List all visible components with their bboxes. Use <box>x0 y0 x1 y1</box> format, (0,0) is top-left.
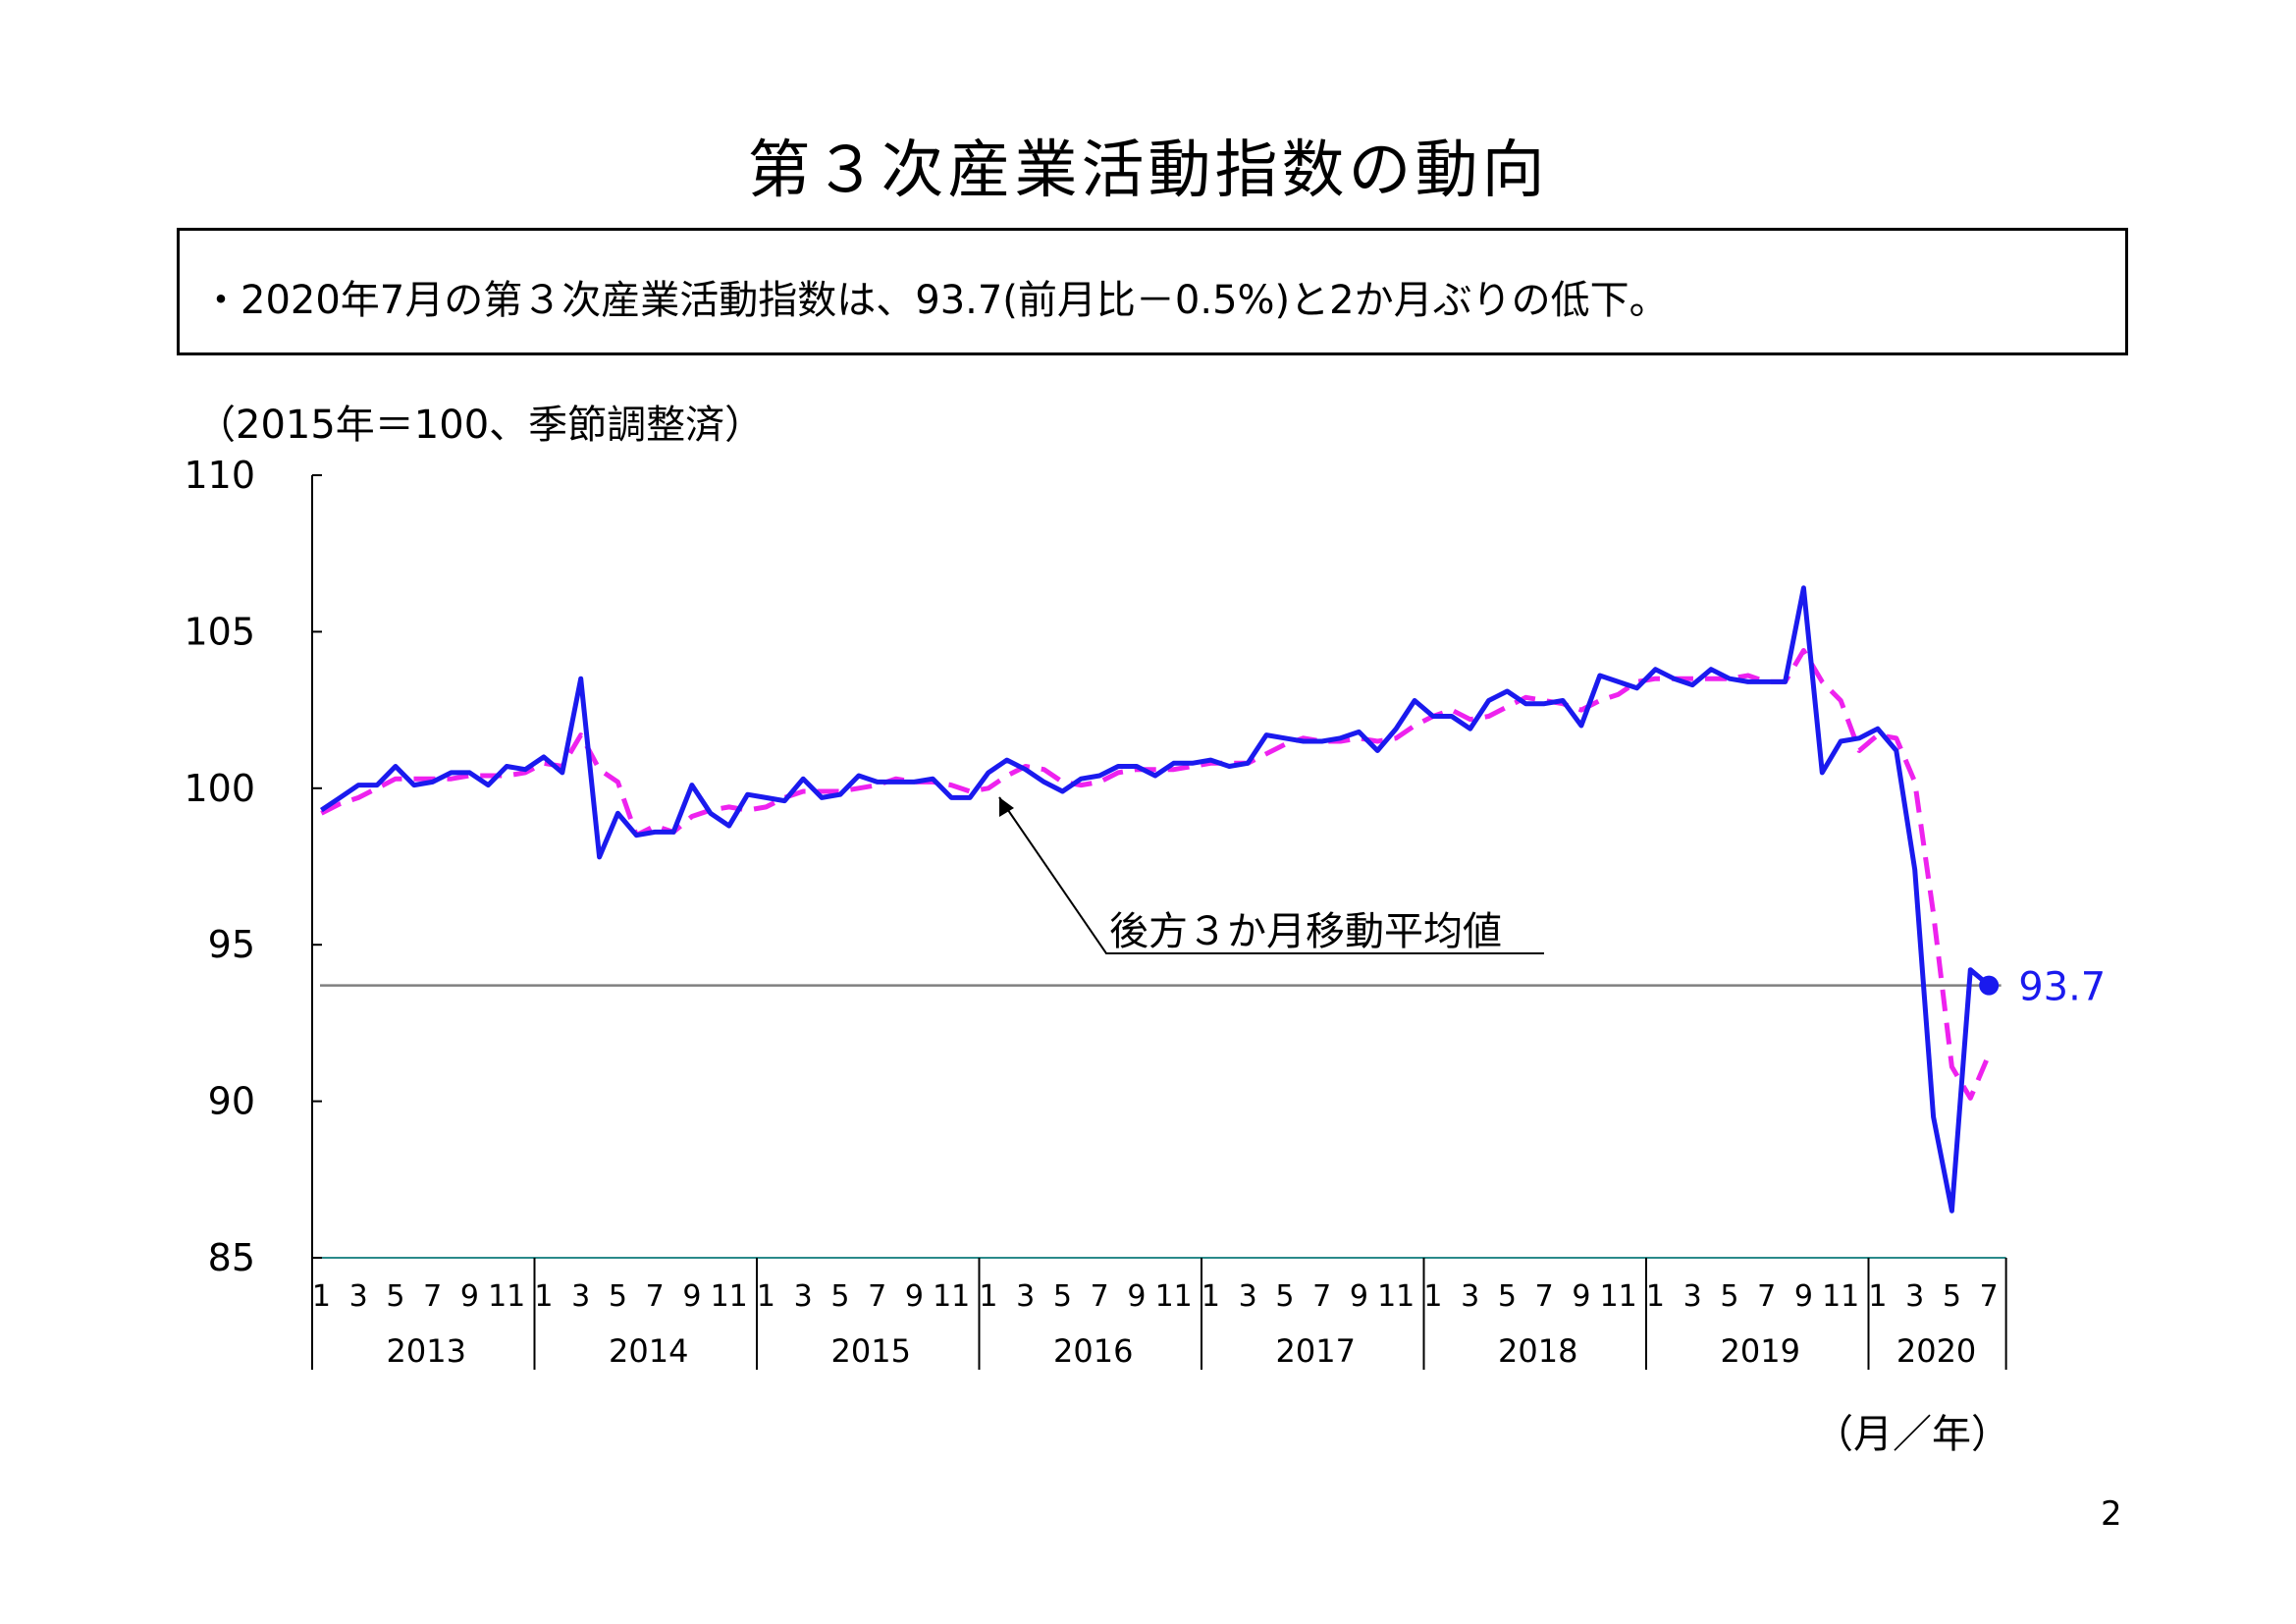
month-tick-label: 1 <box>1423 1279 1442 1314</box>
month-tick-label: 5 <box>1053 1279 1072 1314</box>
month-tick-label: 11 <box>488 1279 525 1314</box>
month-tick-label: 9 <box>905 1279 924 1314</box>
month-tick-label: 9 <box>1572 1279 1590 1314</box>
month-tick-label: 11 <box>1600 1279 1637 1314</box>
month-tick-label: 11 <box>1377 1279 1415 1314</box>
month-tick-label: 1 <box>1868 1279 1887 1314</box>
month-tick-label: 5 <box>1720 1279 1738 1314</box>
month-tick-label: 9 <box>1794 1279 1813 1314</box>
moving-average-line <box>320 648 1992 1101</box>
month-tick-label: 1 <box>1201 1279 1220 1314</box>
summary-box: ・2020年7月の第３次産業活動指数は、93.7(前月比－0.5%)と2か月ぶり… <box>177 228 2128 355</box>
year-label: 2019 <box>1721 1332 1800 1370</box>
y-tick-label: 95 <box>208 923 255 966</box>
index-line <box>320 585 1991 1214</box>
month-tick-label: 7 <box>1980 1279 1999 1314</box>
month-tick-label: 3 <box>1239 1279 1257 1314</box>
month-tick-label: 5 <box>1498 1279 1517 1314</box>
annotation-leader-line <box>998 796 1544 954</box>
y-tick-label: 85 <box>208 1236 255 1279</box>
month-tick-label: 11 <box>1155 1279 1193 1314</box>
month-tick-label: 1 <box>757 1279 775 1314</box>
annotation-label: 後方３か月移動平均値 <box>1109 909 1502 954</box>
month-tick-label: 3 <box>1016 1279 1035 1314</box>
month-tick-label: 3 <box>1905 1279 1924 1314</box>
month-tick-label: 9 <box>682 1279 701 1314</box>
month-tick-label: 1 <box>534 1279 553 1314</box>
month-tick-label: 5 <box>830 1279 849 1314</box>
year-label: 2017 <box>1276 1332 1356 1370</box>
y-axis-ticks: 85 90 95 100 105 110 <box>184 454 322 1279</box>
year-label: 2015 <box>831 1332 911 1370</box>
month-tick-label: 1 <box>979 1279 997 1314</box>
month-tick-label: 7 <box>1091 1279 1109 1314</box>
month-tick-label: 9 <box>1350 1279 1368 1314</box>
series-group <box>320 585 1992 1214</box>
month-tick-label: 3 <box>794 1279 813 1314</box>
y-tick-label: 105 <box>184 610 255 653</box>
year-label: 2020 <box>1896 1332 1976 1370</box>
y-tick-label: 110 <box>184 454 255 497</box>
last-value-label: 93.7 <box>2018 965 2106 1010</box>
page-number: 2 <box>2101 1494 2122 1534</box>
year-label: 2013 <box>387 1332 466 1370</box>
y-tick-label: 100 <box>184 767 255 810</box>
month-tick-label: 1 <box>1646 1279 1665 1314</box>
annotation-group: 93.7 後方３か月移動平均値 <box>998 796 2106 1010</box>
month-tick-label: 3 <box>1683 1279 1702 1314</box>
year-label: 2016 <box>1053 1332 1133 1370</box>
summary-text: ・2020年7月の第３次産業活動指数は、93.7(前月比－0.5%)と2か月ぶり… <box>201 278 1669 323</box>
month-tick-label: 11 <box>933 1279 970 1314</box>
last-point-marker <box>1979 975 2000 996</box>
y-tick-label: 90 <box>208 1080 255 1123</box>
month-tick-label: 7 <box>868 1279 886 1314</box>
month-tick-label: 5 <box>609 1279 627 1314</box>
month-tick-label: 11 <box>1822 1279 1859 1314</box>
chart-axes <box>311 475 2006 1370</box>
year-label: 2018 <box>1498 1332 1577 1370</box>
month-tick-label: 7 <box>1312 1279 1331 1314</box>
month-tick-label: 7 <box>646 1279 665 1314</box>
page-title: 第３次産業活動指数の動向 <box>747 135 1549 207</box>
month-tick-label: 7 <box>1757 1279 1776 1314</box>
month-tick-label: 5 <box>386 1279 404 1314</box>
month-tick-label: 3 <box>571 1279 590 1314</box>
month-tick-label: 7 <box>1535 1279 1554 1314</box>
month-tick-label: 7 <box>423 1279 442 1314</box>
month-tick-label: 3 <box>349 1279 368 1314</box>
x-axis-unit-label: （月／年） <box>1814 1412 2010 1457</box>
month-tick-label: 5 <box>1275 1279 1294 1314</box>
month-tick-label: 9 <box>1127 1279 1146 1314</box>
month-tick-label: 9 <box>460 1279 479 1314</box>
year-label: 2014 <box>609 1332 688 1370</box>
y-axis-unit-label: （2015年＝100、季節調整済） <box>196 403 765 448</box>
month-tick-label: 1 <box>312 1279 331 1314</box>
annotation-arrowhead <box>999 797 1014 817</box>
month-tick-label: 5 <box>1943 1279 1961 1314</box>
month-tick-label: 11 <box>711 1279 748 1314</box>
month-tick-label: 3 <box>1461 1279 1479 1314</box>
